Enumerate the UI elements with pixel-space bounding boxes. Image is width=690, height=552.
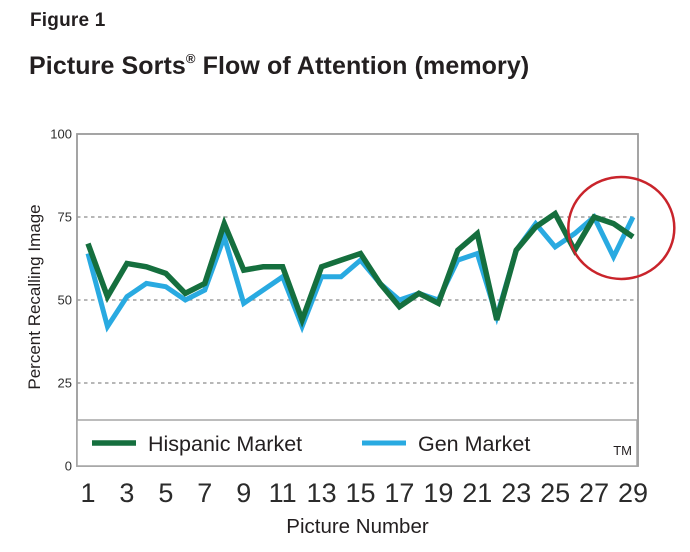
annotation-circle [567,175,676,281]
x-tick-label: 9 [236,478,251,508]
x-tick-label: 3 [119,478,134,508]
x-tick-label: 17 [384,478,414,508]
x-tick-label: 7 [197,478,212,508]
x-tick-label: 13 [307,478,337,508]
series-line-gen-market [85,213,636,334]
x-tick-label: 23 [501,478,531,508]
x-tick-label: 1 [80,478,95,508]
figure-label: Figure 1 [30,10,106,31]
x-tick-label: 21 [462,478,492,508]
legend-label-hispanic-market: Hispanic Market [148,432,302,456]
x-tick-label: 27 [579,478,609,508]
y-tick-label: 100 [50,127,72,142]
y-tick-label: 25 [58,376,72,391]
chart-title: Picture Sorts® Flow of Attention (memory… [29,50,530,81]
x-tick-label: 25 [540,478,570,508]
x-tick-label: 29 [618,478,648,508]
chart-title-post: Flow of Attention (memory) [195,52,530,80]
tm-label: TM [613,443,632,458]
registered-trademark-icon: ® [185,50,196,66]
series-line-hispanic-market [85,209,635,328]
y-tick-label: 0 [65,459,72,474]
legend-label-gen-market: Gen Market [418,432,530,456]
y-tick-label: 50 [58,293,72,308]
chart-title-pre: Picture Sorts [29,52,186,80]
x-tick-label: 15 [345,478,375,508]
y-tick-label: 75 [58,210,72,225]
x-tick-label: 11 [269,478,297,508]
legend-box [76,419,638,467]
x-tick-label: 19 [423,478,453,508]
y-axis-title: Percent Recalling Image [25,204,44,389]
x-axis-title: Picture Number [286,515,429,538]
x-tick-label: 5 [158,478,173,508]
